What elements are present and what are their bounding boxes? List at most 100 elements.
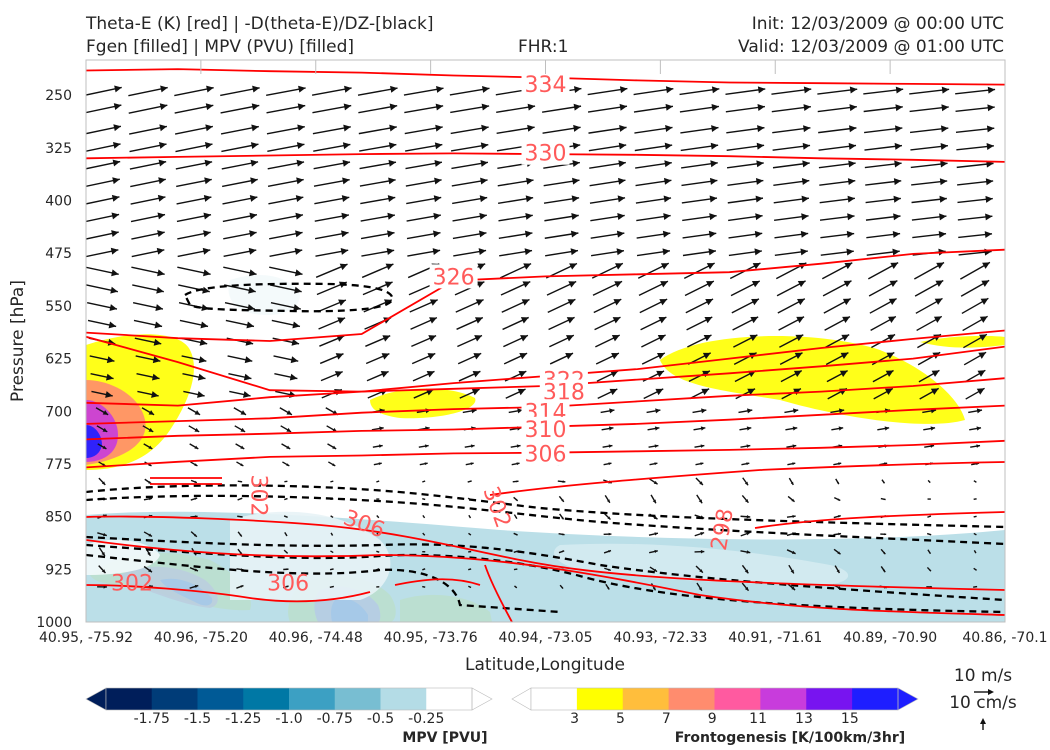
wind-vector	[684, 280, 715, 297]
theta-e-contour	[489, 461, 1005, 496]
wind-vector	[588, 124, 627, 134]
mpv-colorbar-segment	[243, 688, 290, 710]
wind-vector	[643, 388, 664, 400]
wind-vector	[405, 142, 443, 152]
wind-vector	[825, 334, 850, 348]
wind-vector	[590, 230, 625, 239]
wind-vector	[636, 213, 671, 222]
wind-vector	[604, 513, 611, 521]
wind-vector	[740, 444, 751, 448]
wind-vector	[86, 230, 119, 240]
wind-vector	[927, 498, 931, 500]
wind-vector	[449, 86, 490, 96]
wind-vector	[422, 585, 426, 588]
wind-vector	[926, 566, 932, 572]
wind-vector	[788, 564, 795, 574]
wind-vector	[603, 462, 612, 466]
wind-vector	[963, 333, 988, 349]
wind-vector	[926, 532, 932, 536]
wind-vector	[725, 104, 765, 113]
wind-vector	[686, 316, 713, 331]
wind-vector	[225, 319, 255, 329]
wind-vector	[772, 142, 811, 151]
wind-vector	[315, 263, 348, 278]
wind-vector	[330, 532, 334, 536]
wind-vector	[267, 142, 305, 153]
wind-vector	[87, 319, 117, 329]
wind-vector	[637, 262, 670, 279]
wind-vector	[501, 298, 530, 313]
wind-vector	[129, 124, 168, 135]
wind-vector	[220, 85, 260, 97]
mpv-colorbar-arrow-left	[85, 687, 107, 711]
mpv-colorbar-segment	[151, 688, 198, 710]
wind-vector	[962, 315, 988, 332]
fgen-colorbar-tick: 15	[841, 711, 859, 727]
y-axis-label: Pressure [hPa]	[8, 280, 28, 402]
dz-dashed-contour	[86, 484, 1005, 529]
wind-vector	[826, 369, 848, 383]
wind-vector	[130, 177, 166, 188]
x-tick-label: 40.89, -70.90	[843, 630, 937, 646]
wind-vector	[329, 585, 334, 588]
theta-e-contour	[86, 248, 1005, 342]
wind-vector	[863, 104, 903, 113]
wind-vector	[740, 514, 751, 519]
wind-vector	[635, 160, 672, 169]
fgen-colorbar-tick: 13	[795, 711, 813, 727]
wind-vector	[91, 390, 113, 398]
wind-vector	[502, 316, 529, 331]
wind-vector	[973, 515, 977, 518]
wind-vector	[600, 408, 615, 414]
wind-vector	[132, 284, 164, 294]
wind-vector	[513, 532, 518, 536]
wind-vector	[174, 124, 213, 135]
wind-vector	[86, 103, 122, 114]
wind-vector	[818, 160, 856, 169]
wind-vector	[450, 142, 489, 152]
wind-vector	[459, 388, 480, 399]
wind-vector	[175, 159, 213, 170]
mpv-colorbar-tick: -1.5	[184, 711, 211, 727]
wind-vector	[957, 195, 993, 204]
wind-vector	[694, 531, 705, 537]
wind-vector	[779, 352, 803, 366]
wind-vector	[319, 335, 345, 347]
wind-vector	[98, 461, 106, 467]
wind-vector	[233, 407, 247, 416]
wind-vector	[680, 142, 719, 152]
wind-vector	[513, 550, 518, 553]
wind-vector	[868, 279, 898, 297]
wind-vector	[683, 262, 715, 280]
wind-vector	[330, 550, 334, 554]
wind-vector	[131, 230, 165, 240]
wind-vector	[328, 461, 336, 467]
wind-vector	[833, 462, 842, 466]
wind-vector	[726, 125, 765, 134]
wind-vector	[595, 352, 620, 365]
wind-vector	[727, 177, 764, 187]
x-tick-label: 40.93, -72.33	[613, 630, 707, 646]
wind-vector	[360, 230, 395, 240]
wind-vector	[236, 584, 244, 589]
wind-vector	[927, 515, 932, 518]
wind-vector	[916, 315, 943, 332]
wind-vector	[134, 337, 162, 346]
wind-vector	[589, 195, 626, 204]
wind-vector	[546, 280, 577, 296]
wind-vector	[681, 177, 718, 187]
wind-vector	[358, 124, 397, 135]
wind-vector	[282, 461, 290, 467]
wind-vector	[773, 195, 810, 204]
contour-label-background	[521, 441, 570, 466]
wind-vector	[360, 195, 396, 205]
wind-vector	[465, 462, 474, 466]
wind-vector	[818, 125, 857, 134]
wind-vector	[271, 319, 301, 329]
wind-vector	[915, 297, 943, 314]
wind-vector	[511, 462, 520, 466]
wind-vector	[86, 159, 121, 170]
wind-vector	[312, 103, 352, 114]
wind-vector	[358, 103, 398, 114]
wind-vector	[543, 160, 580, 169]
